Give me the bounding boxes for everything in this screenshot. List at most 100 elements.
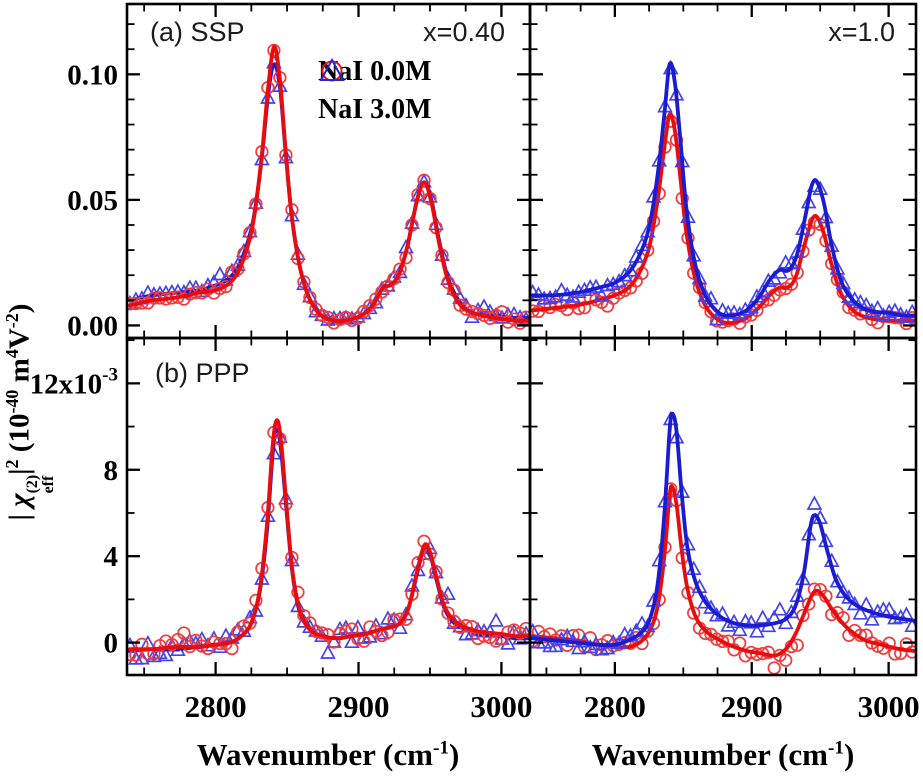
fit-line-nai-0-0m xyxy=(530,484,916,658)
legend-item: NaI 3.0M xyxy=(318,57,432,126)
data-point-marker xyxy=(212,265,228,281)
data-point-marker xyxy=(146,647,162,663)
panel-d-ticks xyxy=(530,338,916,675)
series-nai-3-0m-markers xyxy=(530,59,916,326)
data-point-marker xyxy=(852,605,869,620)
data-point-marker xyxy=(639,617,656,633)
data-point-marker xyxy=(743,614,760,629)
fit-line-nai-3-0m xyxy=(530,411,916,648)
panel-a-frame xyxy=(125,2,532,340)
panel-d-series xyxy=(530,410,916,675)
panel-b-series xyxy=(530,59,916,331)
data-point-marker xyxy=(267,43,281,58)
y-tick-label: 0.05 xyxy=(67,185,118,217)
data-point-marker xyxy=(772,601,788,616)
triangle-marker-icon xyxy=(319,57,345,81)
data-point-marker xyxy=(565,288,581,303)
data-point-marker xyxy=(134,650,150,665)
x-tick-label: 2900 xyxy=(721,689,783,724)
data-point-marker xyxy=(869,603,886,618)
y-tick-label: 0 xyxy=(104,628,119,660)
data-point-marker xyxy=(576,633,593,648)
data-point-marker xyxy=(582,638,599,654)
data-point-marker xyxy=(194,630,210,646)
legend-item: NaI 0.0M xyxy=(318,56,432,88)
panel-a-series xyxy=(127,43,530,330)
x-tick-label: 2800 xyxy=(584,689,646,724)
y-tick-label: 0.00 xyxy=(67,310,118,342)
data-point-marker xyxy=(749,623,765,638)
x-tick-label: 2900 xyxy=(328,689,390,724)
data-point-marker xyxy=(616,626,633,641)
data-point-marker xyxy=(219,279,233,294)
data-point-marker xyxy=(881,601,898,616)
data-point-marker xyxy=(570,639,587,655)
fit-line-nai-0-0m xyxy=(128,418,530,652)
data-point-marker xyxy=(344,633,360,649)
data-point-marker xyxy=(374,625,390,640)
panel-a-label: (a) SSP xyxy=(150,17,245,47)
data-point-marker xyxy=(715,634,730,649)
data-point-marker xyxy=(779,653,793,667)
fit-line-nai-0-0m xyxy=(128,44,530,324)
data-point-marker xyxy=(731,621,748,637)
x-axis-title-left: Wavenumber (cm-1) xyxy=(196,737,460,772)
data-point-marker xyxy=(351,632,365,646)
fit-line-nai-3-0m xyxy=(530,61,916,318)
data-point-marker xyxy=(519,310,530,324)
panel-b-ticks xyxy=(530,4,916,338)
panel-b-corner-label: x=1.0 xyxy=(828,17,895,47)
legend-item-label: NaI 3.0M xyxy=(318,94,432,125)
data-point-marker xyxy=(553,631,570,646)
data-point-marker xyxy=(882,636,896,650)
data-point-marker xyxy=(767,661,781,675)
data-point-marker xyxy=(417,173,431,187)
x-tick-label: 2800 xyxy=(185,689,247,724)
data-point-marker xyxy=(459,302,473,316)
y-tick-label: 0.10 xyxy=(67,59,118,91)
data-point-marker xyxy=(213,281,227,296)
data-point-marker xyxy=(697,594,714,609)
panel-c-label: (b) PPP xyxy=(155,358,250,388)
data-point-marker xyxy=(320,644,336,659)
series-nai-0-0m-markers xyxy=(127,425,530,662)
x-axis-title-right: Wavenumber (cm-1) xyxy=(591,737,855,772)
data-point-marker xyxy=(807,582,822,596)
x-tick-label: 3000 xyxy=(470,689,532,724)
data-point-marker xyxy=(477,629,491,643)
data-point-marker xyxy=(720,617,737,632)
data-point-marker xyxy=(743,298,760,314)
data-point-marker xyxy=(790,638,804,652)
legend-item-label: NaI 0.0M xyxy=(318,56,432,87)
data-point-marker xyxy=(158,646,174,662)
data-point-marker xyxy=(177,626,191,640)
data-point-marker xyxy=(315,308,329,322)
data-point-marker xyxy=(708,310,725,326)
fit-line-nai-0-0m xyxy=(530,112,916,326)
data-point-marker xyxy=(864,611,880,626)
data-point-marker xyxy=(622,262,639,277)
data-point-marker xyxy=(488,612,504,627)
panel-d-frame xyxy=(528,336,918,677)
data-point-marker xyxy=(542,289,558,305)
data-point-marker xyxy=(875,307,892,322)
y-tick-label: 4 xyxy=(104,541,119,573)
data-point-marker xyxy=(127,294,138,310)
x-tick-label: 3000 xyxy=(858,689,920,724)
data-point-marker xyxy=(754,609,771,624)
y-tick-label: 12x10-3 xyxy=(30,364,118,400)
data-point-marker xyxy=(754,282,771,298)
panel-a-corner-label: x=0.40 xyxy=(423,17,505,47)
y-axis-title: | χ (2) eff |2 (10-40 m4V-2) xyxy=(1,303,58,521)
y-tick-label: 8 xyxy=(104,455,119,487)
data-point-marker xyxy=(806,495,823,510)
fit-line-nai-3-0m xyxy=(128,426,530,654)
panel-c-series xyxy=(127,418,530,665)
data-point-marker xyxy=(784,277,799,291)
panel-a-ticks xyxy=(127,4,530,338)
data-point-marker xyxy=(593,287,610,302)
legend: NaI 0.0M NaI 3.0M xyxy=(318,56,432,126)
data-point-marker xyxy=(593,641,610,656)
